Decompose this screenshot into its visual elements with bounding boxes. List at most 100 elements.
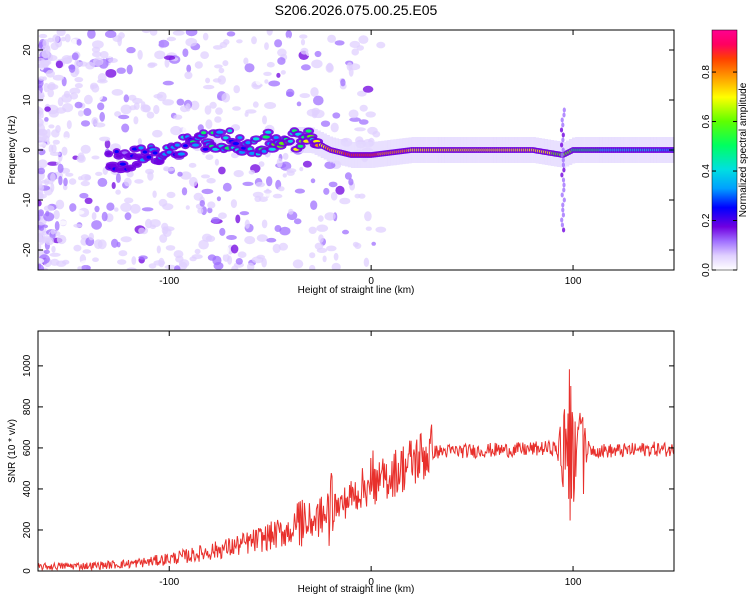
noise-blob [295,232,304,239]
disturbance-blob [561,157,565,163]
spectrogram-y-axis-label: Frequency (Hz) [7,116,18,185]
noise-blob [256,234,268,242]
noise-blob [92,257,99,263]
noise-blob [331,262,341,270]
spectrogram-x-axis-label: Height of straight line (km) [298,285,415,296]
noise-blob [371,241,377,246]
disturbance-blob [560,192,564,198]
noise-blob [50,172,56,183]
noise-blob [318,234,324,243]
disturbance-blob [561,122,565,128]
noise-blob [261,257,267,268]
noise-blob [339,197,351,205]
noise-blob [115,189,121,195]
noise-blob [188,176,198,187]
ridge-point [127,166,134,170]
noise-blob [244,236,256,245]
noise-speckle-group [38,30,387,270]
disturbance-blob [559,127,564,133]
noise-blob [300,39,306,46]
noise-blob [348,88,354,94]
noise-blob [85,61,95,70]
noise-blob [131,256,137,265]
noise-blob [79,192,89,199]
noise-blob [52,74,65,81]
noise-blob [93,57,104,67]
disturbance-blob [562,112,566,118]
noise-blob [326,245,337,252]
noise-blob [209,101,217,109]
noise-blob [163,167,175,172]
snr-marks [38,369,674,571]
noise-blob [222,182,232,192]
noise-blob [108,58,118,63]
noise-blob [146,111,155,119]
noise-blob [351,48,360,56]
noise-blob [204,105,212,115]
noise-blob [38,153,41,159]
figure-title: S206.2026.075.00.25.E05 [275,2,438,18]
noise-blob [300,47,309,55]
disturbance-blob [561,137,565,143]
noise-blob [268,80,281,87]
noise-blob [38,209,44,217]
noise-blob [50,42,59,51]
noise-blob [172,30,185,36]
noise-blob [152,190,157,198]
noise-blob [251,36,257,45]
noise-blob [165,245,176,251]
noise-blob [278,242,288,251]
noise-blob [123,177,132,187]
disturbance-group [559,107,566,233]
noise-blob [38,184,44,192]
y-tick-label: 0 [22,147,33,153]
disturbance-blob [561,162,566,168]
noise-blob [97,102,105,111]
snr-x-axis-label: Height of straight line (km) [298,584,415,595]
y-tick-label: 0 [22,568,33,574]
noise-blob [189,256,197,262]
colorbar-tick-label: 0.2 [701,213,712,227]
noise-blob [341,220,352,229]
noise-blob [235,258,243,265]
noise-blob [38,214,41,222]
colorbar-label: Normalized spectral amplitude [738,82,749,217]
disturbance-blob [561,147,565,153]
noise-blob [82,249,92,254]
noise-blob [182,48,189,57]
disturbance-blob [561,202,565,208]
noise-blob [210,212,216,218]
noise-blob [114,111,122,117]
disturbance-blob [562,227,566,233]
ridge-point [138,146,144,150]
noise-blob [310,178,316,184]
noise-blob [54,221,60,231]
noise-blob [226,235,237,240]
ridge-point [238,150,246,154]
disturbance-blob [562,187,566,193]
noise-blob [38,167,46,175]
noise-blob [316,224,329,232]
ridge-point [249,151,255,155]
noise-blob [71,38,77,46]
noise-blob [332,112,341,119]
ridge-point [182,144,188,148]
noise-blob [130,242,143,248]
noise-blob [118,32,125,39]
noise-blob [80,260,92,266]
noise-blob [62,57,72,64]
noise-blob [230,244,239,254]
noise-blob [354,127,366,132]
ridge-point [201,131,207,135]
noise-blob [43,212,55,222]
noise-blob [49,252,61,257]
noise-blob [207,207,213,214]
noise-blob [333,252,339,261]
noise-blob [42,45,50,51]
noise-blob [133,116,139,125]
noise-blob [141,207,154,212]
disturbance-blob [560,222,565,228]
noise-blob [152,129,163,138]
noise-blob [266,237,277,243]
noise-blob [223,39,230,45]
